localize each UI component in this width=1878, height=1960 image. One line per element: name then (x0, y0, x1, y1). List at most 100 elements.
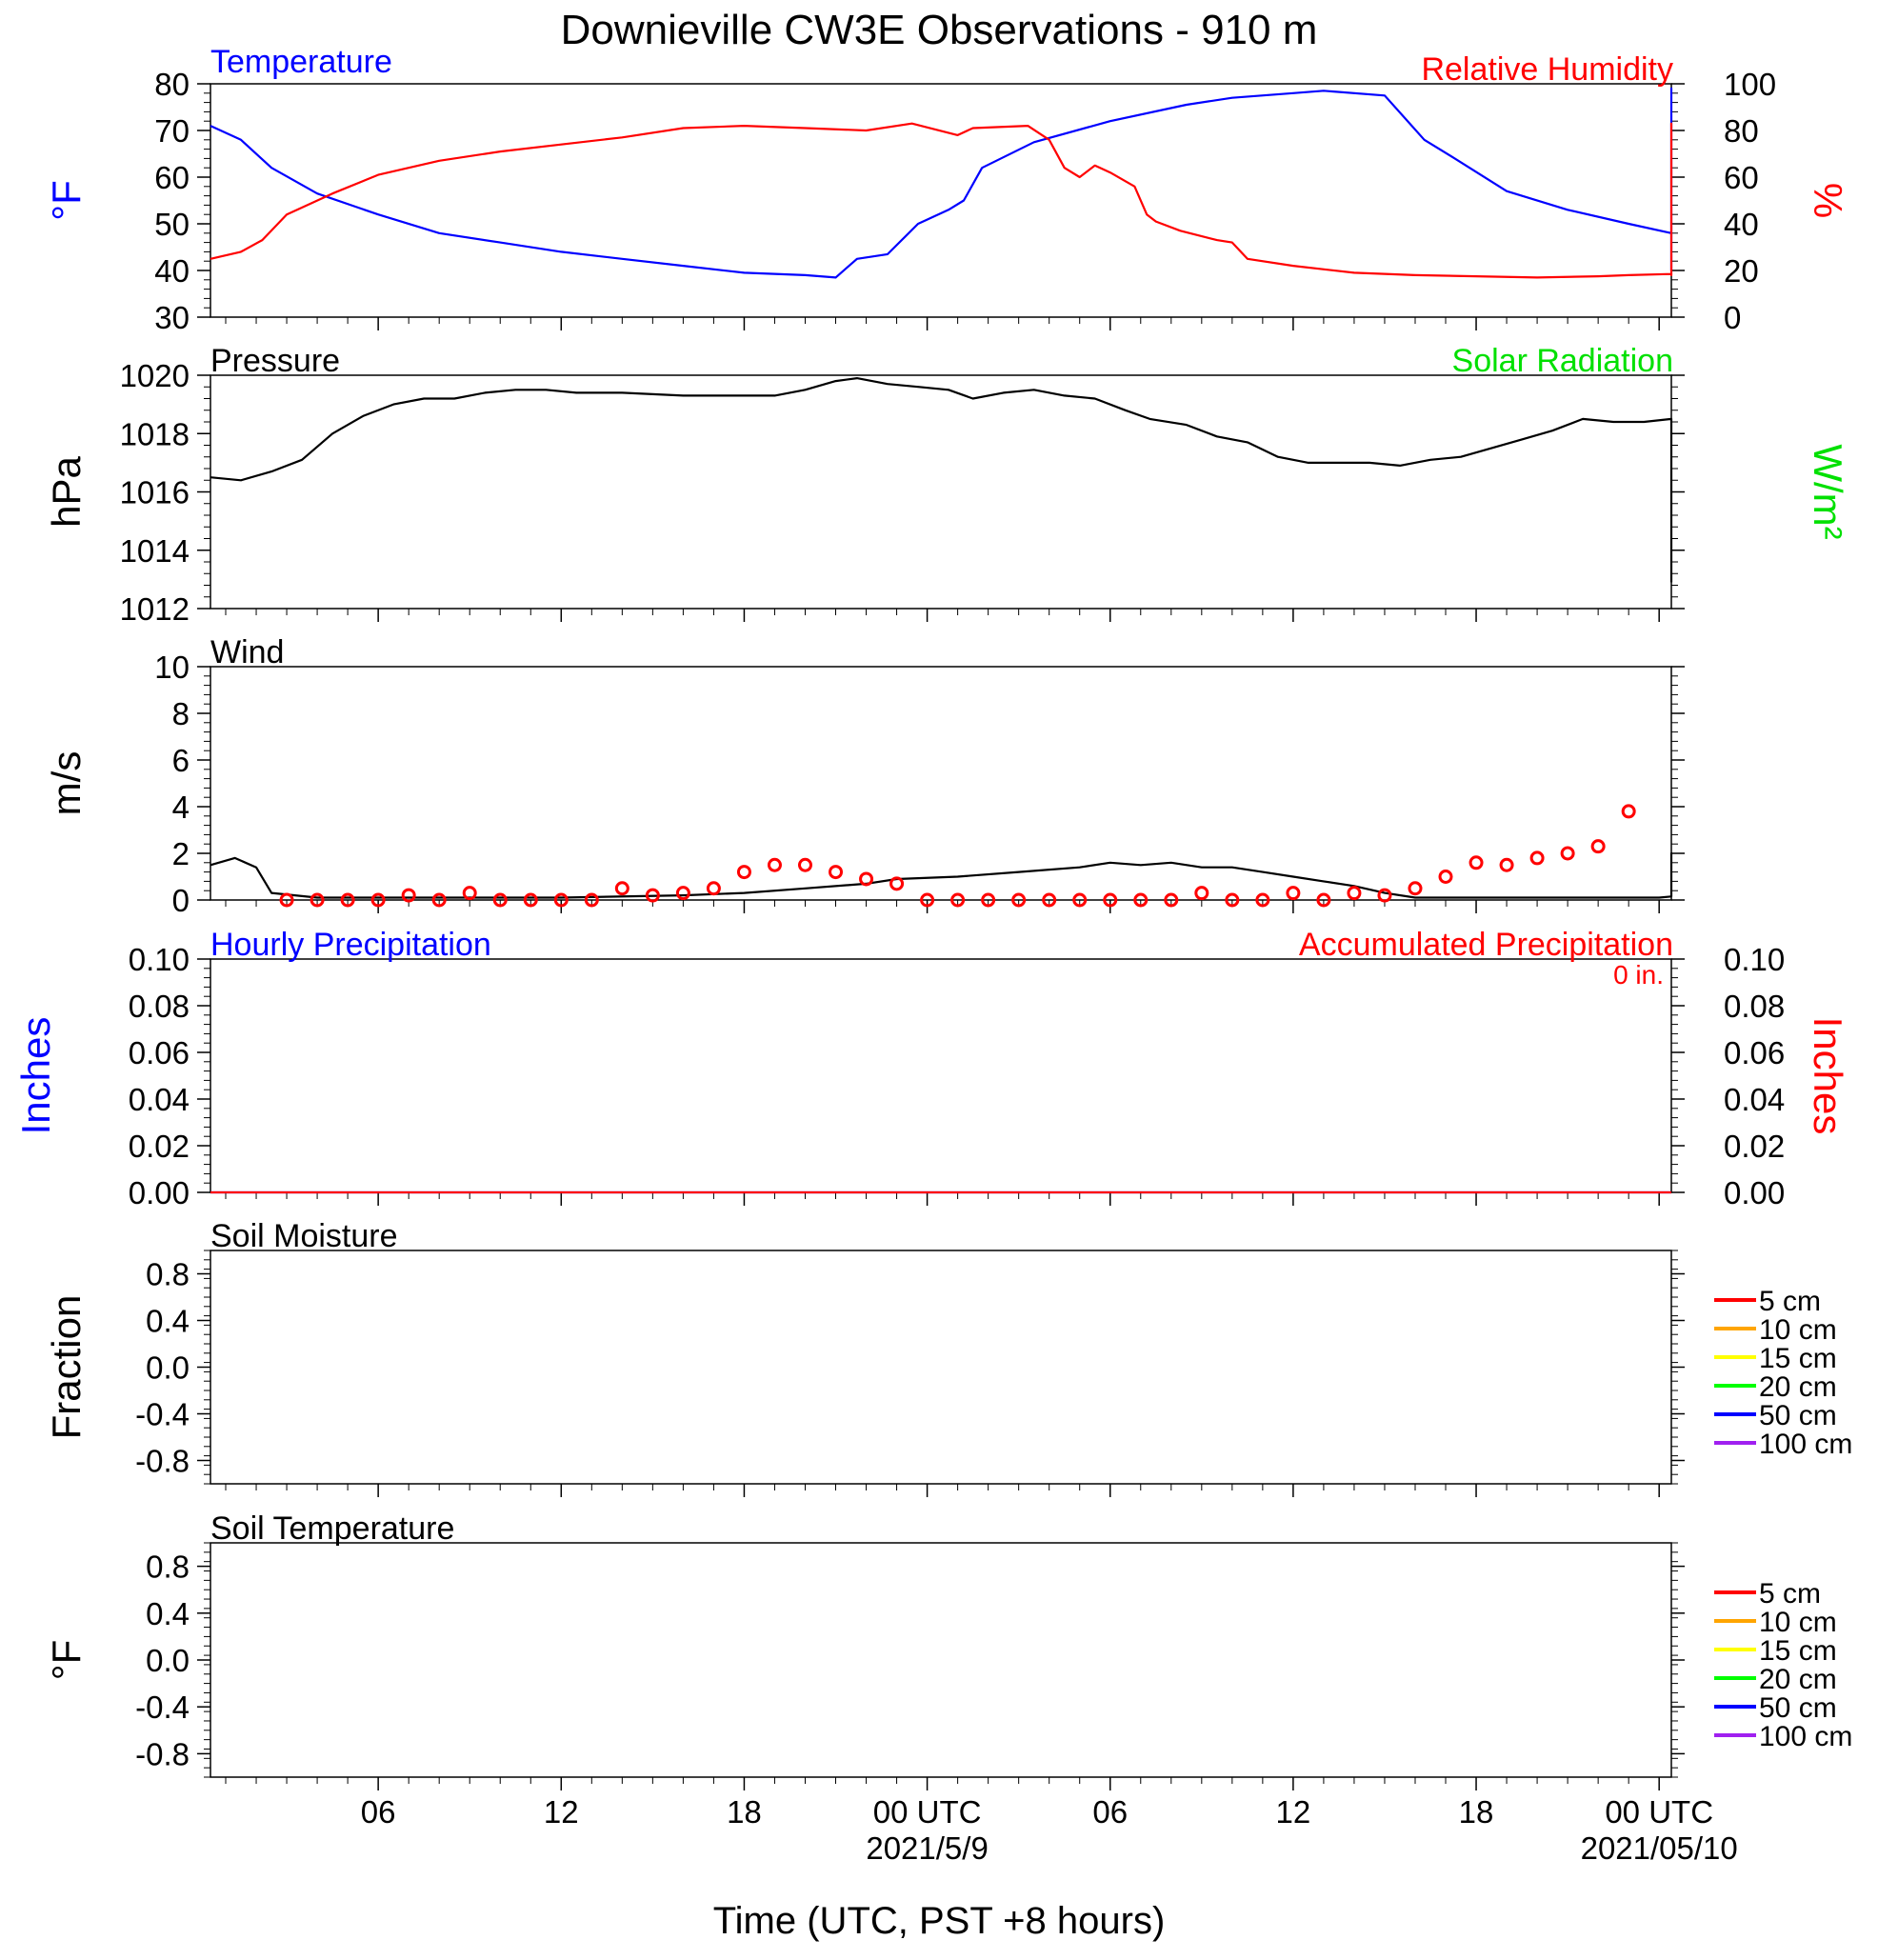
wind-barb-marker (1590, 839, 1606, 854)
y-tick-label: 0.8 (146, 1550, 190, 1585)
x-tick-label: 12 (1276, 1794, 1311, 1830)
wind-barb-marker (1377, 888, 1392, 903)
wind-barb-marker (492, 892, 508, 908)
y-axis-unit-right: W/m² (1806, 444, 1850, 539)
y-tick-label-right: 60 (1724, 160, 1759, 195)
y-tick-label-right: 0.06 (1724, 1035, 1785, 1070)
legend-label: 100 cm (1759, 1429, 1852, 1460)
y-tick-label: 6 (172, 743, 190, 778)
y-tick-label-right: 0.04 (1724, 1082, 1785, 1117)
y-tick-label: 1012 (120, 591, 190, 627)
y-tick-label: 30 (154, 300, 190, 335)
y-tick-label-right: 0.08 (1724, 989, 1785, 1024)
wind-barb-marker (431, 892, 447, 908)
data-layer (210, 87, 1756, 1737)
y-tick-label: 40 (154, 253, 190, 289)
y-tick-label: 0.02 (129, 1129, 190, 1164)
legend-label: 10 cm (1759, 1314, 1837, 1346)
wind-barb-marker (829, 865, 844, 880)
y-tick-label-right: 40 (1724, 207, 1759, 242)
legend-label: 5 cm (1759, 1286, 1821, 1317)
series-line-temperature (210, 87, 1673, 279)
wind-barb-marker (1011, 892, 1027, 908)
wind-barb-marker (981, 892, 996, 908)
y-tick-label: 80 (154, 67, 190, 102)
y-tick-label: 0.4 (146, 1596, 190, 1631)
wind-barb-marker (1560, 846, 1575, 861)
wind-barb-marker (553, 892, 569, 908)
legend-label: 20 cm (1759, 1664, 1837, 1695)
y-tick-label: 8 (172, 696, 190, 731)
series-line-pressure (210, 377, 1673, 583)
y-tick-label: 50 (154, 207, 190, 242)
legend-label: 5 cm (1759, 1578, 1821, 1610)
wind-barb-marker (1468, 855, 1484, 870)
panel-title-left: Pressure (210, 343, 340, 379)
x-tick-label: 18 (727, 1794, 762, 1830)
x-axis-label: Time (UTC, PST +8 hours) (713, 1900, 1166, 1942)
wind-barb-marker (462, 886, 477, 901)
panel-title-left: Soil Temperature (210, 1510, 454, 1547)
y-tick-label-right: 20 (1724, 253, 1759, 289)
x-tick-label: 00 UTC (873, 1794, 982, 1830)
wind-barb-marker (523, 892, 538, 908)
x-tick-label: 18 (1459, 1794, 1494, 1830)
y-axis-unit-right: Inches (1806, 1017, 1850, 1135)
y-axis-unit-left: °F (44, 180, 89, 220)
y-tick-label: 1018 (120, 416, 190, 451)
wind-barb-marker (1438, 870, 1453, 884)
y-tick-label: 10 (154, 650, 190, 685)
y-tick-label: 0.08 (129, 989, 190, 1024)
legend-label: 10 cm (1759, 1607, 1837, 1638)
panel-title-right: Accumulated Precipitation (1299, 927, 1673, 963)
panel-frames (197, 83, 1685, 1790)
legend-label: 50 cm (1759, 1692, 1837, 1724)
wind-barb-marker (1286, 886, 1301, 901)
series-line-relative-humidity (210, 122, 1673, 279)
chart-title: Downieville CW3E Observations - 910 m (561, 7, 1318, 53)
wind-barb-marker (1255, 892, 1270, 908)
y-tick-label: 0.04 (129, 1082, 190, 1117)
wind-barb-marker (1042, 892, 1057, 908)
wind-barb-marker (279, 892, 294, 908)
wind-barb-marker (920, 892, 935, 908)
wind-barb-marker (310, 892, 325, 908)
y-tick-label: -0.8 (135, 1736, 190, 1771)
panel-frame (210, 958, 1672, 1193)
legend-label: 100 cm (1759, 1721, 1852, 1752)
wind-barb-marker (1408, 881, 1423, 896)
y-tick-label-right: 80 (1724, 113, 1759, 149)
y-tick-label: -0.4 (135, 1397, 190, 1432)
wind-barb-marker (1103, 892, 1118, 908)
x-tick-date-label: 2021/5/9 (866, 1830, 988, 1866)
y-tick-label: 1014 (120, 533, 190, 569)
y-axis-unit-left: hPa (44, 455, 89, 527)
wind-barb-marker (889, 876, 905, 891)
panel-frame (210, 83, 1672, 318)
y-tick-label: -0.8 (135, 1444, 190, 1479)
y-tick-label-right: 100 (1724, 67, 1776, 102)
wind-barb-marker (706, 881, 721, 896)
wind-barb-marker (1621, 804, 1636, 819)
y-tick-label: 60 (154, 160, 190, 195)
y-tick-label: 0.10 (129, 942, 190, 977)
wind-barb-marker (797, 857, 812, 872)
wind-barb-marker (1316, 892, 1331, 908)
y-tick-label: -0.4 (135, 1690, 190, 1725)
x-tick-label: 06 (1092, 1794, 1128, 1830)
y-tick-label: 1016 (120, 475, 190, 510)
wind-barb-marker (340, 892, 355, 908)
wind-barb-marker (675, 886, 690, 901)
panel-frame (210, 374, 1672, 610)
panel-frame (210, 1542, 1672, 1778)
wind-barb-marker (370, 892, 386, 908)
y-tick-label: 0.06 (129, 1035, 190, 1070)
x-tick-label: 12 (544, 1794, 579, 1830)
wind-barb-marker (1194, 886, 1209, 901)
wind-barb-marker (645, 888, 660, 903)
legend-label: 15 cm (1759, 1635, 1837, 1667)
wind-barb-marker (1529, 850, 1545, 866)
y-tick-label-right: 0.02 (1724, 1129, 1785, 1164)
x-tick-label: 00 UTC (1605, 1794, 1713, 1830)
